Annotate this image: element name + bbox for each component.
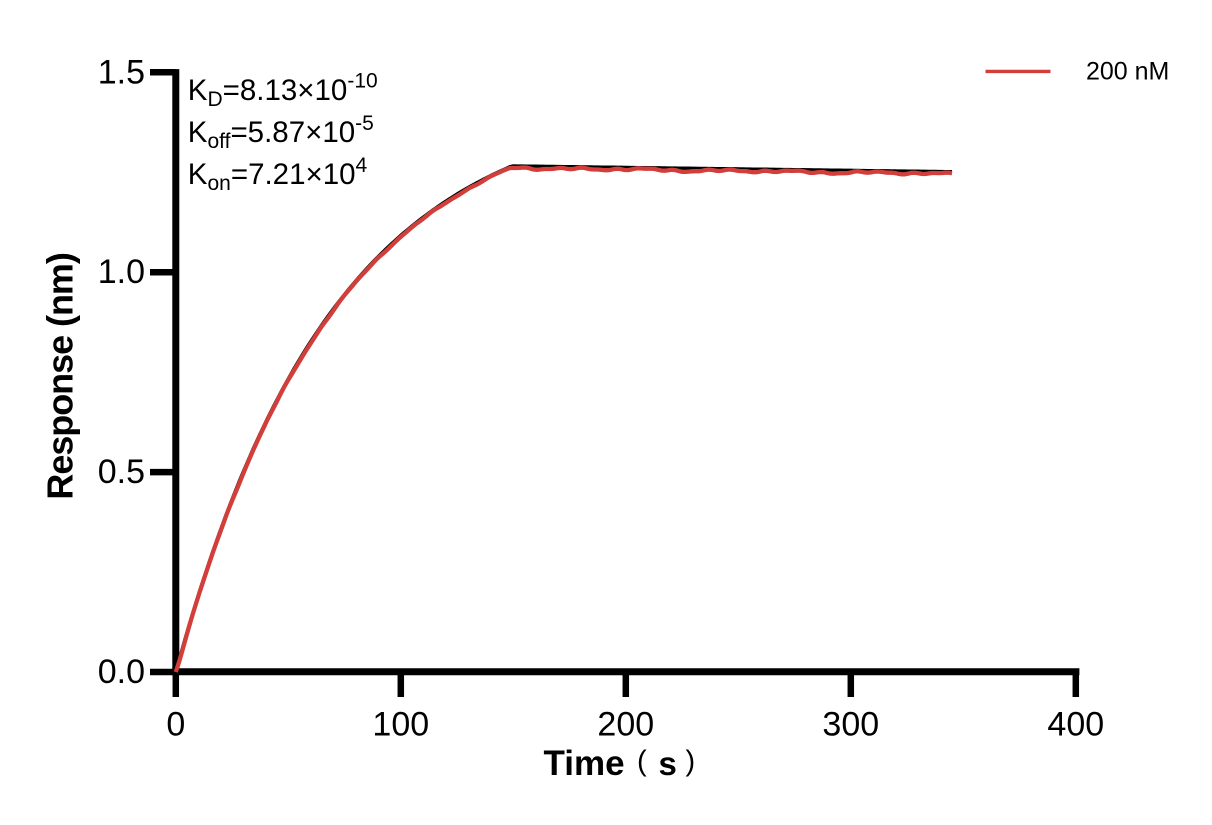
- svg-text:): ): [686, 746, 696, 778]
- svg-text:Response (nm): Response (nm): [40, 253, 81, 499]
- svg-text:100: 100: [372, 705, 429, 743]
- svg-text:0.0: 0.0: [98, 653, 145, 691]
- svg-text:(: (: [637, 746, 647, 778]
- svg-text:0: 0: [166, 705, 185, 743]
- svg-text:1.5: 1.5: [98, 53, 145, 91]
- svg-text:200: 200: [597, 705, 654, 743]
- svg-text:Koff=5.87×10-5: Koff=5.87×10-5: [188, 112, 374, 153]
- svg-text:Time: Time: [544, 744, 625, 783]
- svg-text:1.0: 1.0: [98, 253, 145, 291]
- svg-text:300: 300: [822, 705, 879, 743]
- svg-text:Kon=7.21×104: Kon=7.21×104: [188, 154, 368, 195]
- svg-text:0.5: 0.5: [98, 453, 145, 491]
- svg-text:200 nM: 200 nM: [1086, 58, 1169, 86]
- svg-text:400: 400: [1047, 705, 1104, 743]
- svg-text:s: s: [659, 745, 677, 782]
